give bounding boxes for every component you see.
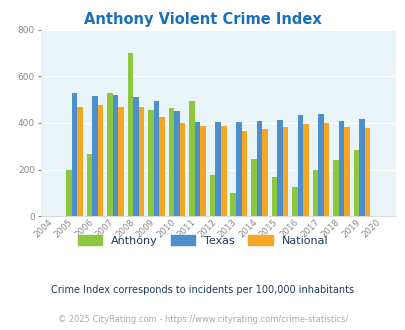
Bar — [92, 96, 98, 216]
Bar — [159, 117, 164, 216]
Text: Anthony Violent Crime Index: Anthony Violent Crime Index — [84, 12, 321, 26]
Bar — [139, 107, 144, 216]
Bar — [118, 107, 124, 216]
Bar — [148, 110, 153, 216]
Bar — [220, 126, 226, 216]
Bar — [323, 123, 328, 216]
Bar — [353, 150, 358, 216]
Bar — [271, 177, 276, 216]
Bar — [364, 128, 369, 216]
Bar — [179, 123, 185, 216]
Bar — [153, 101, 159, 216]
Legend: Anthony, Texas, National: Anthony, Texas, National — [73, 230, 332, 250]
Bar — [250, 159, 256, 216]
Bar — [291, 186, 297, 216]
Bar — [209, 175, 215, 216]
Bar — [72, 93, 77, 216]
Bar — [312, 170, 318, 216]
Bar — [318, 114, 323, 216]
Bar — [303, 124, 308, 216]
Bar — [282, 127, 288, 216]
Bar — [338, 120, 343, 216]
Bar — [235, 122, 241, 216]
Bar — [261, 129, 267, 216]
Bar — [168, 108, 174, 216]
Bar — [87, 154, 92, 216]
Bar — [200, 126, 205, 216]
Bar — [128, 53, 133, 216]
Bar — [276, 120, 282, 216]
Bar — [66, 170, 72, 216]
Bar — [332, 159, 338, 216]
Bar — [256, 121, 261, 216]
Bar — [174, 111, 179, 216]
Bar — [241, 131, 247, 216]
Bar — [230, 193, 235, 216]
Bar — [343, 127, 349, 216]
Bar — [189, 101, 194, 216]
Bar — [358, 119, 364, 216]
Bar — [194, 122, 200, 216]
Bar — [77, 107, 83, 216]
Bar — [113, 95, 118, 216]
Bar — [107, 93, 113, 216]
Bar — [215, 122, 220, 216]
Text: Crime Index corresponds to incidents per 100,000 inhabitants: Crime Index corresponds to incidents per… — [51, 285, 354, 295]
Bar — [297, 115, 303, 216]
Bar — [133, 97, 139, 216]
Bar — [98, 106, 103, 216]
Text: © 2025 CityRating.com - https://www.cityrating.com/crime-statistics/: © 2025 CityRating.com - https://www.city… — [58, 315, 347, 324]
